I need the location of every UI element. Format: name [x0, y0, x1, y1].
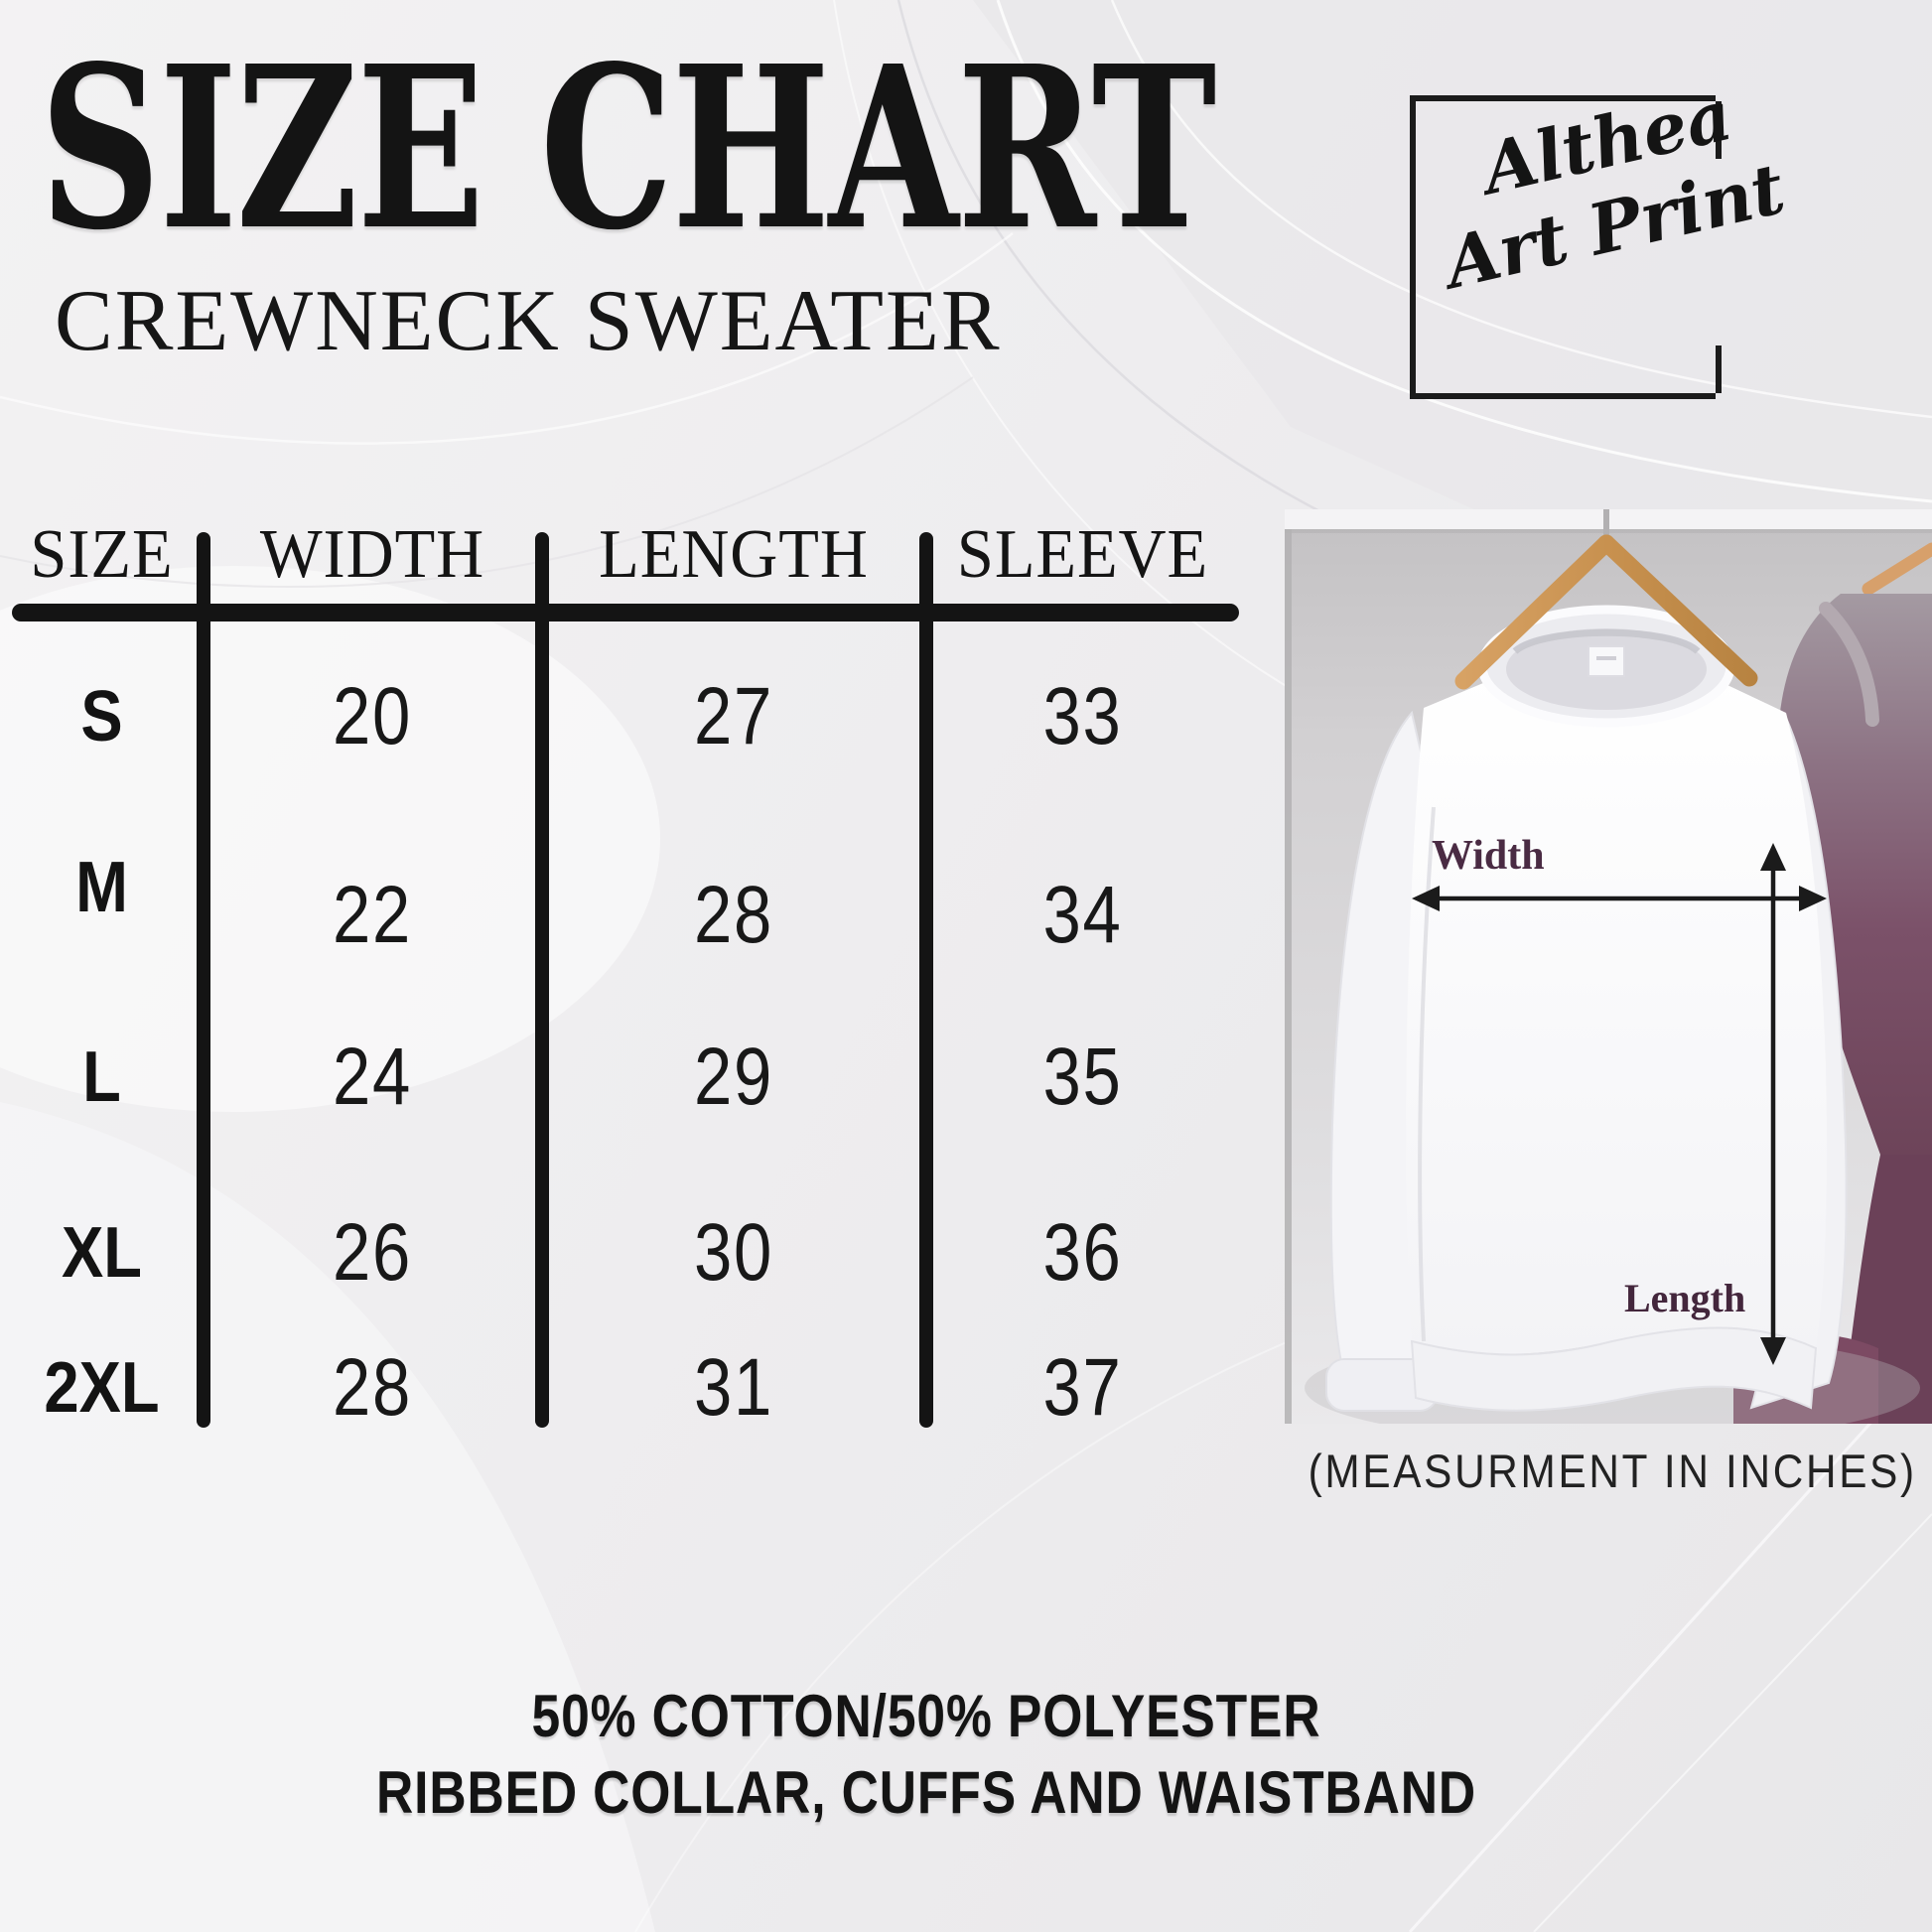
product-photo: Width Length [1285, 509, 1932, 1424]
column-divider-2 [535, 532, 549, 1428]
table-header-length: LENGTH [599, 516, 869, 593]
table-cell-width-l: 24 [333, 1032, 412, 1122]
page-title: SIZE CHART [40, 18, 1216, 280]
length-label: Length [1624, 1276, 1745, 1320]
table-cell-sleeve-s: 33 [1042, 671, 1123, 761]
table-cell-size-xl: XL [62, 1213, 142, 1293]
brand-logo-frame [1410, 95, 1722, 399]
wooden-hanger-icon [1454, 509, 1758, 690]
width-label: Width [1432, 833, 1545, 879]
column-divider-3 [919, 532, 933, 1428]
table-cell-length-2xl: 31 [694, 1342, 773, 1433]
table-cell-length-xl: 30 [694, 1207, 773, 1298]
length-arrow [1760, 843, 1786, 1365]
table-header-size: SIZE [30, 516, 174, 593]
white-sweater-graphic [1325, 605, 1848, 1412]
column-divider-1 [197, 532, 210, 1428]
table-header-sleeve: SLEEVE [956, 516, 1209, 593]
table-cell-sleeve-l: 35 [1042, 1032, 1123, 1122]
header-rule [12, 604, 1239, 621]
table-cell-length-s: 27 [694, 671, 773, 761]
width-arrow [1412, 886, 1827, 911]
logo-frame-right-bottom [1716, 345, 1722, 393]
material-info-line2: RIBBED COLLAR, CUFFS AND WAISTBAND [375, 1759, 1477, 1826]
material-info: 50% COTTON/50% POLYESTER RIBBED COLLAR, … [277, 1678, 1575, 1831]
material-info-line1: 50% COTTON/50% POLYESTER [531, 1683, 1321, 1749]
table-cell-size-s: S [80, 677, 123, 757]
table-cell-width-m: 22 [333, 870, 412, 960]
logo-frame-right-top [1716, 101, 1722, 159]
table-cell-size-m: M [75, 848, 128, 927]
table-cell-width-s: 20 [333, 671, 412, 761]
table-cell-width-xl: 26 [333, 1207, 412, 1298]
table-cell-size-2xl: 2XL [44, 1348, 160, 1428]
measurement-caption: (MEASURMENT IN INCHES) [1308, 1445, 1917, 1497]
table-cell-size-l: L [82, 1037, 121, 1117]
page-subtitle: CREWNECK SWEATER [55, 273, 1002, 369]
table-header-width: WIDTH [259, 516, 485, 593]
table-cell-width-2xl: 28 [333, 1342, 412, 1433]
table-cell-sleeve-m: 34 [1042, 870, 1123, 960]
table-cell-length-m: 28 [694, 870, 773, 960]
table-cell-sleeve-2xl: 37 [1042, 1342, 1123, 1433]
table-cell-sleeve-xl: 36 [1042, 1207, 1123, 1298]
table-cell-length-l: 29 [694, 1032, 773, 1122]
